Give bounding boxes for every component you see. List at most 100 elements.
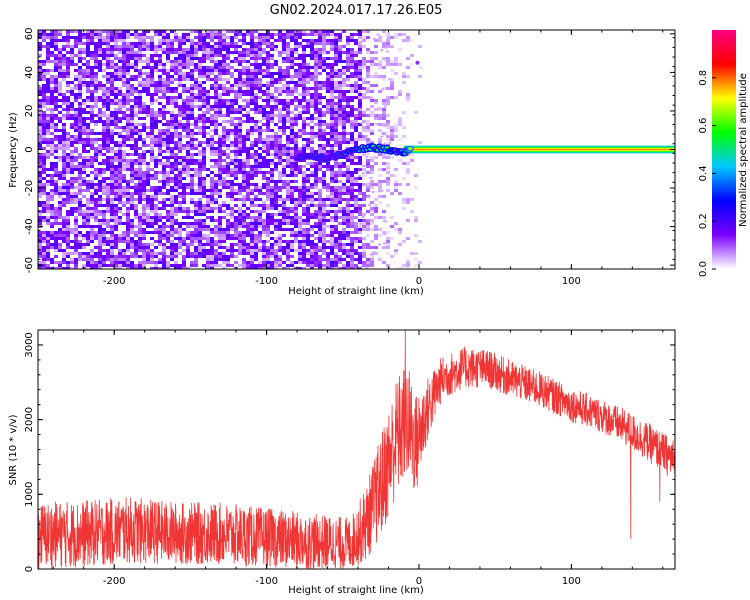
heatmap-cell [258, 66, 262, 69]
heatmap-cell [234, 90, 238, 93]
heatmap-cell [330, 126, 334, 129]
heatmap-cell [258, 168, 262, 171]
heatmap-cell [338, 33, 342, 36]
heatmap-cell [118, 72, 122, 75]
heatmap-cell [230, 72, 234, 75]
heatmap-cell [74, 198, 78, 201]
heatmap-cell [318, 36, 322, 39]
heatmap-cell [58, 261, 62, 264]
heatmap-cell [318, 168, 322, 171]
heatmap-cell [302, 261, 306, 264]
heatmap-cell [310, 51, 314, 54]
heatmap-cell [310, 120, 314, 123]
heatmap-cell [338, 96, 342, 99]
heatmap-cell [222, 258, 226, 261]
heatmap-cell [82, 210, 86, 213]
heatmap-cell [230, 237, 234, 240]
heatmap-cell [202, 135, 206, 138]
heatmap-cell [310, 255, 314, 258]
heatmap-cell [58, 243, 62, 246]
heatmap-cell [182, 36, 186, 39]
heatmap-cell [114, 156, 118, 159]
heatmap-cell [138, 165, 142, 168]
heatmap-cell [270, 216, 274, 219]
heatmap-cell [242, 249, 246, 252]
heatmap-cell [78, 189, 82, 192]
heatmap-cell [162, 168, 166, 171]
heatmap-cell [270, 231, 274, 234]
heatmap-cell [270, 267, 274, 269]
heatmap-cell [50, 33, 54, 36]
heatmap-cell [102, 228, 106, 231]
heatmap-cell [354, 222, 358, 225]
heatmap-cell [162, 123, 166, 126]
heatmap-cell [218, 183, 222, 186]
heatmap-cell [310, 93, 314, 96]
heatmap-cell [270, 243, 274, 246]
heatmap-cell [250, 183, 254, 186]
heatmap-cell [70, 180, 74, 183]
heatmap-cell [110, 210, 114, 213]
heatmap-cell [58, 48, 62, 51]
heatmap-cell [354, 267, 358, 269]
heatmap-cell [266, 147, 270, 150]
heatmap-cell [246, 117, 250, 120]
heatmap-cell [318, 66, 322, 69]
heatmap-cell [278, 54, 282, 57]
heatmap-cell [178, 243, 182, 246]
heatmap-cell [78, 174, 82, 177]
heatmap-cell [338, 267, 342, 269]
heatmap-cell [218, 174, 222, 177]
heatmap-cell [174, 153, 178, 156]
heatmap-cell [358, 51, 362, 54]
heatmap-cell [78, 90, 82, 93]
heatmap-cell [70, 240, 74, 243]
heatmap-cell [250, 258, 254, 261]
heatmap-cell [102, 36, 106, 39]
heatmap-cell [150, 186, 154, 189]
heatmap-cell [302, 96, 306, 99]
heatmap-cell [294, 120, 298, 123]
heatmap-cell [330, 243, 334, 246]
heatmap-cell [178, 63, 182, 66]
heatmap-cell [114, 39, 118, 42]
heatmap-cell [138, 159, 142, 162]
heatmap-cell [94, 132, 98, 135]
heatmap-cell [46, 234, 50, 237]
heatmap-cell [150, 84, 154, 87]
heatmap-cell [214, 45, 218, 48]
heatmap-cell [330, 192, 334, 195]
heatmap-cell [166, 54, 170, 57]
heatmap-cell [334, 165, 338, 168]
heatmap-cell [222, 45, 226, 48]
heatmap-cell [114, 174, 118, 177]
heatmap-cell [262, 114, 266, 117]
heatmap-cell [186, 216, 190, 219]
heatmap-cell [182, 129, 186, 132]
heatmap-cell [114, 168, 118, 171]
heatmap-cell [134, 213, 138, 216]
heatmap-cell [202, 33, 206, 36]
heatmap-cell [182, 249, 186, 252]
heatmap-cell [282, 186, 286, 189]
heatmap-cell [370, 228, 374, 231]
heatmap-cell [226, 45, 230, 48]
heatmap-cell [42, 192, 46, 195]
heatmap-cell [190, 108, 194, 111]
heatmap-cell [262, 72, 266, 75]
heatmap-cell [134, 51, 138, 54]
heatmap-cell [322, 177, 326, 180]
heatmap-cell [322, 66, 326, 69]
heatmap-cell [150, 72, 154, 75]
heatmap-cell [62, 252, 66, 255]
heatmap-cell [106, 231, 110, 234]
heatmap-cell [242, 267, 246, 269]
heatmap-cell [274, 162, 278, 165]
heatmap-cell [126, 66, 130, 69]
heatmap-cell [250, 117, 254, 120]
heatmap-cell [230, 228, 234, 231]
heatmap-cell [286, 90, 290, 93]
heatmap-cell [150, 132, 154, 135]
heatmap-cell [218, 246, 222, 249]
